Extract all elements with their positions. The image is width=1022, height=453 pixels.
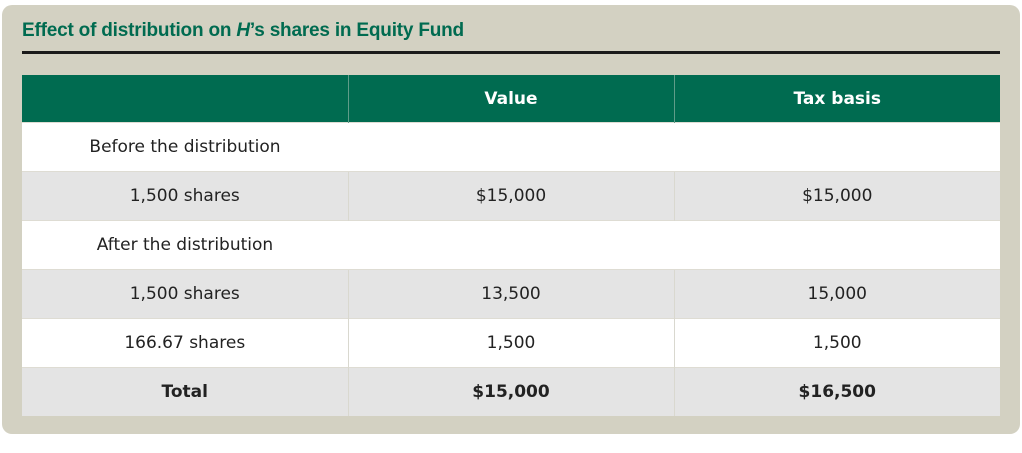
row-value: $15,000 [347, 367, 674, 416]
row-basis: $16,500 [673, 367, 1000, 416]
row-label: 166.67 shares [22, 318, 348, 368]
table-row: 166.67 shares 1,500 1,500 [22, 318, 1000, 368]
row-value: $15,000 [347, 171, 674, 221]
row-label: 1,500 shares [22, 171, 348, 221]
row-basis: $15,000 [673, 171, 1000, 221]
row-value: 1,500 [347, 318, 674, 368]
row-label: Total [22, 367, 348, 416]
row-basis [674, 220, 1000, 270]
table-row: 1,500 shares $15,000 $15,000 [22, 171, 1000, 221]
row-value [348, 122, 674, 172]
title-italic: H [236, 20, 250, 41]
row-value [348, 220, 674, 270]
header-label [22, 75, 348, 123]
title-text: Effect of distribution on [22, 20, 237, 41]
row-value: 13,500 [347, 269, 674, 319]
row-basis: 1,500 [673, 318, 1000, 368]
row-label: After the distribution [22, 220, 348, 270]
header-row: Value Tax basis [22, 75, 1000, 123]
table-row: Before the distribution [22, 122, 1000, 172]
header-tax-basis: Tax basis [673, 75, 1000, 123]
title-text-suffix: ’s shares in Equity Fund [249, 20, 464, 41]
table-row: 1,500 shares 13,500 15,000 [22, 269, 1000, 319]
row-label: 1,500 shares [22, 269, 348, 319]
table-title: Effect of distribution on H’s shares in … [22, 20, 464, 42]
table-row: After the distribution [22, 220, 1000, 270]
header-value: Value [347, 75, 674, 123]
row-basis: 15,000 [673, 269, 1000, 319]
distribution-table: Value Tax basis Before the distribution … [22, 75, 1000, 416]
total-row: Total $15,000 $16,500 [22, 367, 1000, 416]
title-divider [22, 51, 1000, 54]
row-label: Before the distribution [22, 122, 348, 172]
row-basis [674, 122, 1000, 172]
